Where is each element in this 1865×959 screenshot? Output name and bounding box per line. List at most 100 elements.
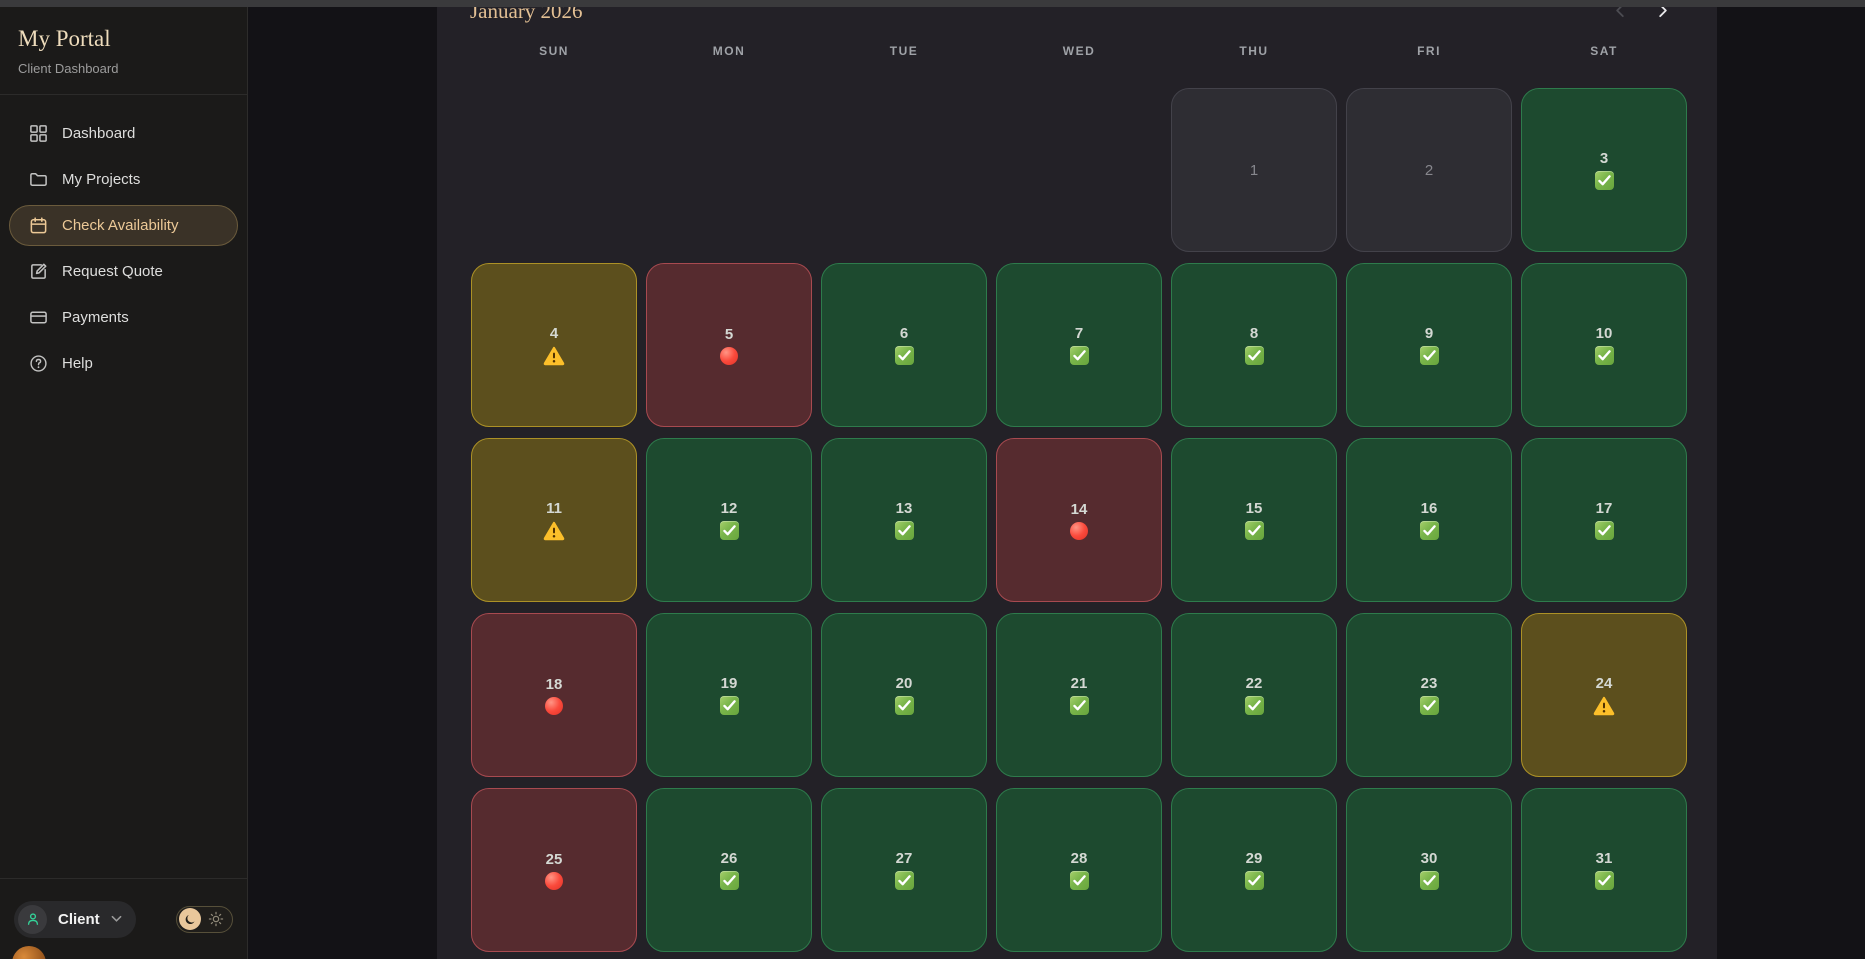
day-number: 28 <box>1070 850 1088 867</box>
day-number: 1 <box>1249 161 1259 179</box>
day-cell-21[interactable]: 21 <box>996 613 1162 777</box>
red-circle-icon <box>1070 521 1088 540</box>
day-cell-26[interactable]: 26 <box>646 788 812 952</box>
window-top-strip <box>0 0 1865 7</box>
check-icon <box>1594 871 1614 890</box>
day-cell-27[interactable]: 27 <box>821 788 987 952</box>
sidebar-item-check-availability[interactable]: Check Availability <box>9 205 238 246</box>
day-cell-19[interactable]: 19 <box>646 613 812 777</box>
day-cell-31[interactable]: 31 <box>1521 788 1687 952</box>
day-cell-12[interactable]: 12 <box>646 438 812 602</box>
check-icon <box>719 696 739 715</box>
warning-icon <box>543 521 565 541</box>
day-cell-13[interactable]: 13 <box>821 438 987 602</box>
day-number: 9 <box>1424 325 1434 342</box>
day-cell-29[interactable]: 29 <box>1171 788 1337 952</box>
day-number: 20 <box>895 675 913 692</box>
day-cell-16[interactable]: 16 <box>1346 438 1512 602</box>
day-cell-24[interactable]: 24 <box>1521 613 1687 777</box>
sidebar-item-help[interactable]: Help <box>9 343 238 384</box>
person-icon <box>18 904 47 934</box>
sidebar-item-payments[interactable]: Payments <box>9 297 238 338</box>
day-cell-20[interactable]: 20 <box>821 613 987 777</box>
portal-subtitle: Client Dashboard <box>18 61 119 76</box>
check-icon <box>1594 171 1614 190</box>
day-header-wed: WED <box>1062 44 1096 58</box>
day-cell-11[interactable]: 11 <box>471 438 637 602</box>
day-number: 18 <box>545 675 563 693</box>
calendar-blank-cell <box>996 88 1162 252</box>
day-cell-10[interactable]: 10 <box>1521 263 1687 427</box>
avatar[interactable] <box>12 946 46 959</box>
day-number: 10 <box>1595 325 1613 342</box>
day-cell-7[interactable]: 7 <box>996 263 1162 427</box>
calendar-blank-cell <box>646 88 812 252</box>
sidebar-item-dashboard[interactable]: Dashboard <box>9 113 238 154</box>
user-menu-button[interactable]: Client <box>14 900 136 938</box>
day-number: 22 <box>1245 675 1263 692</box>
day-cell-22[interactable]: 22 <box>1171 613 1337 777</box>
check-icon <box>1069 696 1089 715</box>
day-number: 17 <box>1595 500 1613 517</box>
sidebar-header: My Portal Client Dashboard <box>0 0 247 76</box>
red-circle-icon <box>545 871 563 890</box>
day-cell-15[interactable]: 15 <box>1171 438 1337 602</box>
day-headers-row: SUN MON TUE WED THU FRI SAT <box>471 44 1687 58</box>
day-cell-3[interactable]: 3 <box>1521 88 1687 252</box>
day-number: 5 <box>724 325 734 343</box>
theme-toggle[interactable] <box>176 905 233 933</box>
help-icon <box>29 354 48 373</box>
day-cell-14[interactable]: 14 <box>996 438 1162 602</box>
day-header-thu: THU <box>1239 44 1269 58</box>
day-number: 30 <box>1420 850 1438 867</box>
day-number: 2 <box>1424 161 1434 179</box>
day-number: 3 <box>1599 150 1609 167</box>
check-icon <box>1069 346 1089 365</box>
day-cell-6[interactable]: 6 <box>821 263 987 427</box>
sidebar-divider <box>0 94 247 95</box>
check-icon <box>1244 696 1264 715</box>
sidebar-item-label: Help <box>62 355 93 372</box>
day-number: 7 <box>1074 325 1084 342</box>
day-number: 15 <box>1245 500 1263 517</box>
sidebar-item-label: Check Availability <box>62 217 179 234</box>
sidebar-nav: Dashboard My Projects Check Availability Re… <box>0 95 247 384</box>
day-cell-23[interactable]: 23 <box>1346 613 1512 777</box>
sun-icon[interactable] <box>208 911 224 927</box>
calendar-grid: 1 2 3 4 5 6 7 8 9 10 11 12 13 14 15 16 17 18 19 20 21 22 23 24 2… <box>471 88 1687 952</box>
user-label: Client <box>58 910 100 928</box>
day-number: 23 <box>1420 675 1438 692</box>
sidebar-item-my-projects[interactable]: My Projects <box>9 159 238 200</box>
check-icon <box>1419 696 1439 715</box>
day-cell-2: 2 <box>1346 88 1512 252</box>
moon-icon[interactable] <box>179 908 201 930</box>
day-number: 27 <box>895 850 913 867</box>
check-icon <box>1594 521 1614 540</box>
warning-icon <box>543 346 565 366</box>
check-icon <box>1419 346 1439 365</box>
check-icon <box>1244 521 1264 540</box>
sidebar-item-label: My Projects <box>62 171 141 188</box>
edit-icon <box>29 262 48 281</box>
day-cell-30[interactable]: 30 <box>1346 788 1512 952</box>
day-cell-18[interactable]: 18 <box>471 613 637 777</box>
day-cell-4[interactable]: 4 <box>471 263 637 427</box>
day-number: 29 <box>1245 850 1263 867</box>
day-cell-5[interactable]: 5 <box>646 263 812 427</box>
day-cell-17[interactable]: 17 <box>1521 438 1687 602</box>
sidebar-item-request-quote[interactable]: Request Quote <box>9 251 238 292</box>
sidebar-item-label: Payments <box>62 309 129 326</box>
check-icon <box>1069 871 1089 890</box>
day-cell-25[interactable]: 25 <box>471 788 637 952</box>
day-cell-9[interactable]: 9 <box>1346 263 1512 427</box>
day-number: 26 <box>720 850 738 867</box>
red-circle-icon <box>545 696 563 715</box>
day-header-mon: MON <box>712 44 746 58</box>
day-number: 14 <box>1070 500 1088 518</box>
day-number: 24 <box>1595 674 1613 692</box>
portal-title: My Portal <box>18 26 111 51</box>
check-icon <box>894 521 914 540</box>
day-cell-28[interactable]: 28 <box>996 788 1162 952</box>
day-cell-8[interactable]: 8 <box>1171 263 1337 427</box>
